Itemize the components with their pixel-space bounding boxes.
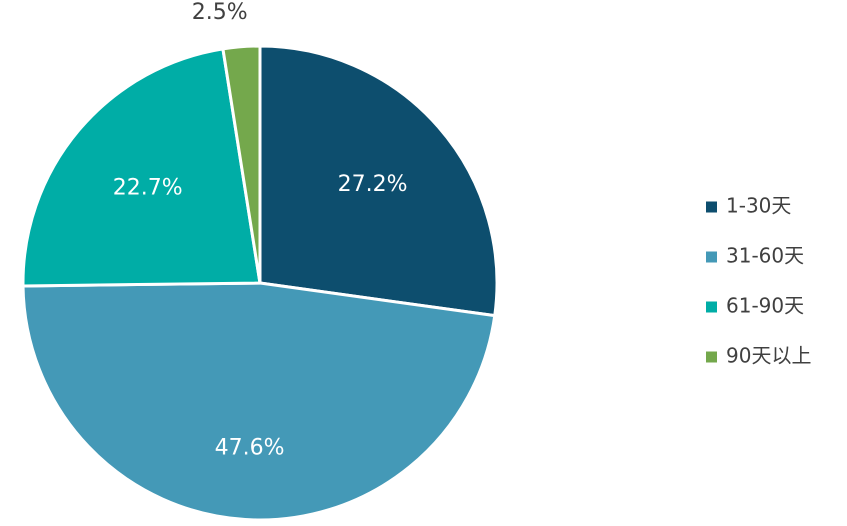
slice-label-4: 2.5% bbox=[192, 0, 248, 25]
slice-label-2: 47.6% bbox=[215, 436, 285, 461]
legend-swatch-3 bbox=[706, 301, 717, 313]
slice-labels-layer: 27.2% 47.6% 22.7% 2.5% bbox=[113, 0, 408, 461]
legend-label-1: 1-30天 bbox=[726, 194, 791, 218]
legend-item-3: 61-90天 bbox=[706, 294, 804, 318]
pie-slice-4 bbox=[221, 44, 262, 285]
legend-item-1: 1-30天 bbox=[706, 194, 791, 218]
slice-label-3: 22.7% bbox=[113, 175, 183, 200]
legend-label-3: 61-90天 bbox=[726, 294, 804, 318]
legend-swatch-2 bbox=[706, 251, 717, 263]
legend-label-2: 31-60天 bbox=[726, 244, 804, 268]
slice-label-1: 27.2% bbox=[338, 172, 408, 197]
legend-item-4: 90天以上 bbox=[706, 344, 811, 368]
pie-slice-2 bbox=[21, 281, 497, 522]
legend-swatch-1 bbox=[706, 201, 717, 213]
legend-label-4: 90天以上 bbox=[726, 344, 811, 368]
legend: 1-30天 31-60天 61-90天 90天以上 bbox=[706, 194, 811, 368]
legend-swatch-4 bbox=[706, 351, 717, 363]
pie-slice-3 bbox=[21, 47, 262, 288]
pie-slice-1 bbox=[258, 44, 499, 318]
legend-item-2: 31-60天 bbox=[706, 244, 804, 268]
slices-layer bbox=[21, 44, 499, 522]
